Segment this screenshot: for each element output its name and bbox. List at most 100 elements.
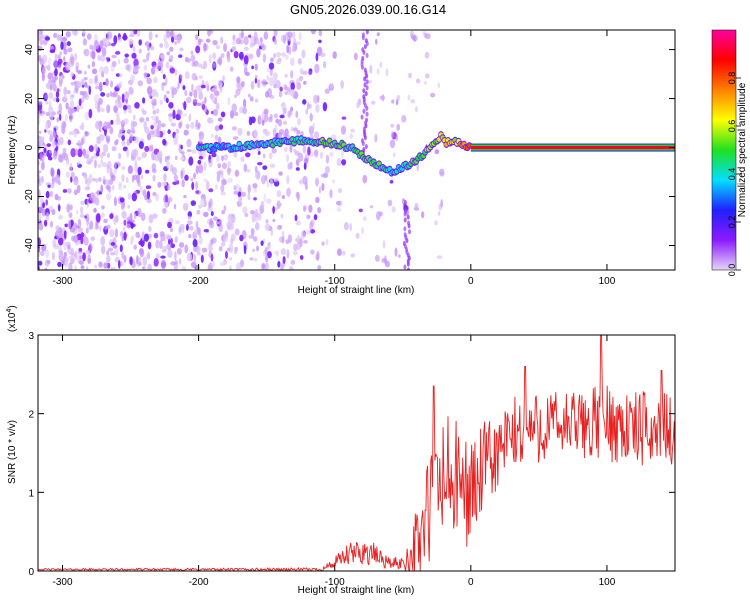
spectrogram-noise-cell: [100, 184, 104, 194]
spectrogram-noise-cell: [40, 162, 45, 171]
spectrogram-noise-cell: [295, 41, 301, 45]
spectrogram-x-axis: -300 -200 -100 0 100: [52, 30, 616, 287]
spectrogram-noise-cell: [47, 72, 53, 80]
spectrogram-noise-cell: [211, 94, 216, 104]
spectrogram-noise-cell: [278, 129, 285, 135]
spectrogram-noise-cell: [114, 215, 119, 222]
spectrogram-noise-cell: [51, 175, 55, 185]
spectrogram-noise-cell: [186, 138, 192, 148]
spectrogram-noise-cell: [38, 212, 42, 222]
spectrogram-noise-cell: [109, 126, 114, 135]
spectrogram-noise-cell: [129, 256, 133, 266]
spectrogram-noise-cell: [41, 72, 45, 82]
spectrogram-noise-cell: [65, 171, 70, 178]
spectrogram-noise-cell: [272, 128, 277, 138]
spectrogram-noise-cell: [139, 185, 143, 193]
spectrogram-noise-cell: [127, 204, 131, 209]
spectrogram-noise-cell: [91, 50, 96, 60]
spectrogram-noise-cell: [99, 224, 102, 232]
y-tick-label: 3: [28, 331, 34, 342]
spectrogram-noise-cell: [175, 113, 181, 121]
spectrogram-noise-cell: [58, 154, 64, 163]
spectrogram-noise-cell: [77, 69, 83, 75]
spectrogram-noise-cell: [315, 104, 320, 113]
spectrogram-noise-cell: [142, 110, 147, 115]
spectrogram-noise-cell: [205, 38, 211, 43]
spectrogram-noise-cell: [270, 57, 274, 62]
spectrogram-streak-cell: [363, 44, 367, 50]
spectrogram-noise-cell: [198, 236, 203, 245]
spectrogram-noise-cell: [125, 176, 129, 183]
spectrogram-streak-cell: [362, 108, 366, 114]
spectrogram-noise-cell: [272, 72, 278, 80]
spectrogram-streak-cell: [360, 114, 364, 120]
spectrogram-noise-cell: [350, 128, 355, 133]
spectrogram-streak-cell: [406, 214, 410, 220]
spectrogram-noise-cell: [148, 225, 151, 230]
spectrogram-noise-cell: [190, 261, 197, 269]
spectrogram-noise-cell: [173, 137, 179, 146]
snr-x-label: Height of straight line (km): [298, 585, 415, 596]
spectrogram-noise-cell: [56, 117, 60, 123]
y-tick-label: 20: [24, 93, 35, 105]
spectrogram-noise-cell: [155, 193, 160, 202]
spectrogram-noise-cell: [119, 129, 122, 134]
spectrogram-noise-cell: [246, 131, 251, 136]
snr-y-axis: 0 1 2 3: [28, 331, 675, 578]
spectrogram-noise-cell: [343, 222, 349, 231]
spectrogram-noise-cell: [212, 52, 216, 60]
spectrogram-noise-cell: [217, 117, 223, 122]
spectrogram-noise-cell: [407, 94, 411, 101]
spectrogram-noise-cell: [122, 32, 127, 41]
spectrogram-noise-cell: [76, 225, 80, 229]
spectrogram-noise-cell: [162, 73, 166, 80]
colorbar-tick-label: 0.2: [727, 216, 737, 229]
spectrogram-noise-cell: [280, 248, 287, 256]
spectrogram-noise-cell: [95, 178, 99, 183]
spectrogram-noise-cell: [390, 130, 394, 139]
spectrogram-noise-cell: [306, 214, 311, 220]
spectrogram-noise-cell: [117, 59, 121, 65]
spectrogram-noise-cell: [146, 132, 152, 141]
spectrogram-noise-cell: [148, 214, 154, 224]
spectrogram-noise-cell: [114, 138, 119, 144]
spectrogram-noise-cell: [253, 187, 258, 193]
spectrogram-noise-cell: [153, 232, 159, 239]
spectrogram-noise-cell: [184, 244, 189, 254]
spectrogram-noise-cell: [190, 177, 194, 182]
spectrogram-noise-cell: [421, 211, 425, 219]
spectrogram-noise-cell: [256, 79, 261, 89]
spectrogram-noise-cell: [166, 30, 171, 39]
spectrogram-noise-cell: [188, 233, 192, 239]
colorbar-gradient: [712, 30, 736, 270]
spectrogram-streak-cell: [363, 76, 367, 82]
spectrogram-noise-cell: [262, 153, 266, 159]
spectrogram-noise-cell: [218, 218, 223, 227]
spectrogram-noise-cell: [437, 211, 441, 216]
spectrogram-noise-cell: [160, 233, 165, 242]
spectrogram-noise-cell: [233, 111, 239, 117]
spectrogram-streak-cell: [365, 30, 369, 35]
spectrogram-noise-cell: [243, 163, 248, 173]
spectrogram-noise-cell: [198, 75, 204, 80]
spectrogram-noise-cell: [193, 89, 198, 99]
spectrogram-noise-cell: [103, 65, 109, 75]
spectrogram-noise-cell: [265, 254, 269, 263]
spectrogram-noise-cell: [106, 224, 111, 230]
spectrogram-noise-cell: [299, 255, 304, 260]
spectrogram-noise-cell: [281, 195, 286, 200]
spectrogram-noise-cell: [106, 58, 111, 62]
spectrogram-noise-cell: [119, 197, 125, 203]
spectrogram-track-cell: [467, 143, 472, 148]
spectrogram-noise-cell: [249, 96, 254, 102]
spectrogram-noise-cell: [148, 130, 155, 135]
spectrogram-noise-cell: [167, 221, 173, 229]
spectrogram-noise-cell: [223, 205, 227, 212]
spectrogram-noise-cell: [144, 126, 150, 134]
spectrogram-streak-cell: [403, 232, 407, 238]
spectrogram-noise-cell: [303, 80, 307, 85]
spectrogram-noise-cell: [113, 35, 118, 45]
spectrogram-noise-cell: [47, 156, 53, 161]
spectrogram-noise-cell: [267, 242, 271, 251]
